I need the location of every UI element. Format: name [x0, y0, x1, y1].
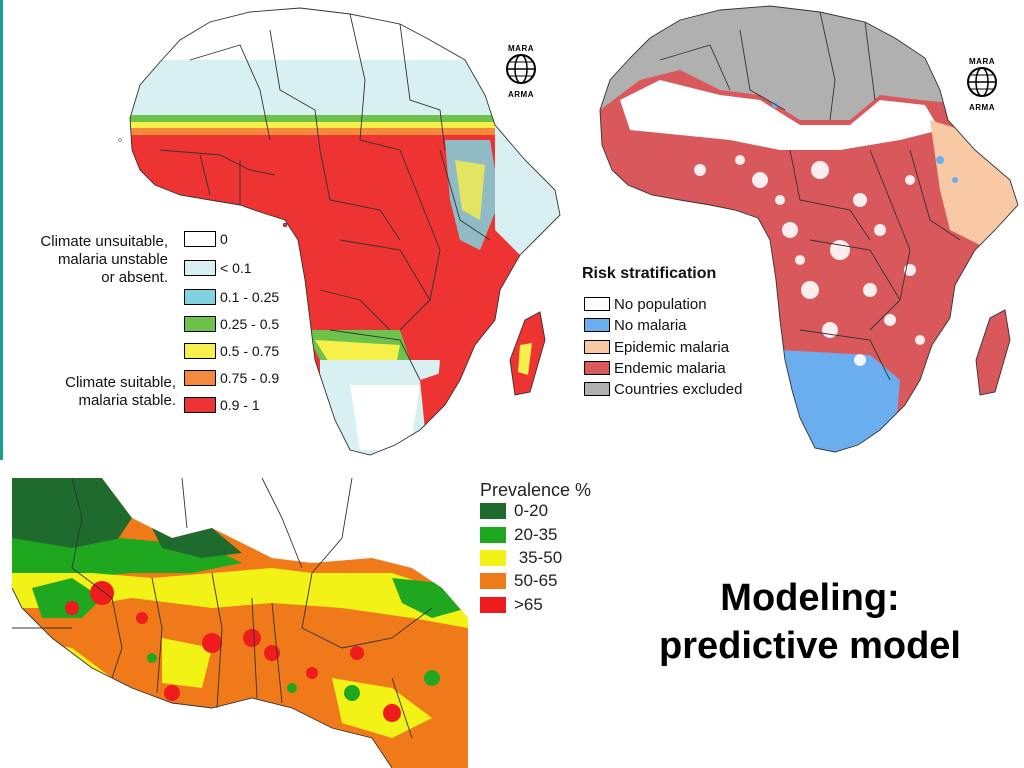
- legend-label: >65: [514, 595, 543, 614]
- legend-swatch: [184, 397, 216, 413]
- slide-accent-strip: [0, 0, 3, 460]
- legend-item: >65: [480, 594, 543, 616]
- legend-label: Endemic malaria: [614, 359, 726, 377]
- legend-swatch: [184, 289, 216, 305]
- legend-label: 35-50: [514, 548, 563, 567]
- legend-swatch: [480, 550, 506, 566]
- logo-bottom-text: ARMA: [969, 103, 995, 112]
- legend-swatch: [184, 370, 216, 386]
- legend-item: Epidemic malaria: [584, 337, 729, 357]
- legend-item: 0.25 - 0.5: [184, 314, 279, 334]
- logo-top-text: MARA: [969, 57, 995, 66]
- legend-item: 0.5 - 0.75: [184, 341, 279, 361]
- logo-bottom-text: ARMA: [508, 90, 534, 99]
- slide-title-line2: predictive model: [659, 625, 961, 667]
- legend-swatch: [480, 597, 506, 613]
- risk-stratification-map: [580, 0, 1024, 460]
- legend-swatch: [184, 231, 216, 247]
- legend-label: Epidemic malaria: [614, 338, 730, 356]
- legend-swatch: [184, 343, 216, 359]
- legend-label: 0-20: [514, 501, 549, 520]
- legend-item: < 0.1: [184, 258, 252, 278]
- legend-swatch: [184, 260, 216, 276]
- legend-item: No malaria: [584, 315, 687, 335]
- logo-top-text: MARA: [508, 44, 534, 53]
- legend-label: < 0.1: [220, 260, 252, 276]
- legend-item: No population: [584, 294, 707, 314]
- legend-label: 50-65: [514, 571, 558, 590]
- prevalence-legend-title: Prevalence %: [480, 480, 592, 500]
- legend-label: 20-35: [514, 525, 558, 544]
- globe-icon: [506, 54, 536, 84]
- legend-swatch: [584, 297, 610, 311]
- mara-logo: MARA ARMA: [501, 44, 541, 99]
- legend-label: 0: [220, 231, 228, 247]
- legend-label: Countries excluded: [614, 380, 743, 398]
- legend-item: 0.9 - 1: [184, 395, 260, 415]
- legend-swatch: [480, 503, 506, 519]
- legend-item: Countries excluded: [584, 379, 742, 399]
- legend-label: 0.5 - 0.75: [220, 343, 280, 359]
- legend-item: 0-20: [480, 500, 548, 522]
- legend-label: 0.1 - 0.25: [220, 289, 280, 305]
- legend-label: 0.75 - 0.9: [220, 370, 280, 386]
- legend-label: No population: [614, 295, 707, 313]
- legend-label: 0.25 - 0.5: [220, 316, 280, 332]
- legend-swatch: [480, 573, 506, 589]
- legend-swatch: [584, 340, 610, 354]
- legend-item: 0: [184, 229, 228, 249]
- risk-legend-title: Risk stratification: [582, 265, 717, 282]
- legend-item: 0.1 - 0.25: [184, 287, 279, 307]
- legend-item: 35-50: [480, 547, 562, 569]
- legend-swatch: [480, 527, 506, 543]
- legend-label: 0.9 - 1: [220, 397, 260, 413]
- legend-item: Endemic malaria: [584, 358, 726, 378]
- legend-item: 50-65: [480, 570, 557, 592]
- legend-desc-suitable: Climate suitable, malaria stable.: [65, 374, 176, 409]
- legend-swatch: [584, 382, 610, 396]
- legend-swatch: [584, 361, 610, 375]
- legend-swatch: [584, 318, 610, 332]
- prevalence-map: [12, 478, 468, 768]
- legend-desc-unsuitable: Climate unsuitable, malaria unstable or …: [40, 233, 168, 286]
- legend-swatch: [184, 316, 216, 332]
- legend-item: 0.75 - 0.9: [184, 368, 279, 388]
- legend-label: No malaria: [614, 316, 687, 334]
- slide-title-line1: Modeling:: [720, 577, 900, 619]
- mara-logo: MARA ARMA: [962, 57, 1002, 112]
- globe-icon: [967, 67, 997, 97]
- legend-item: 20-35: [480, 524, 557, 546]
- slide-title: Modeling: predictive model: [600, 574, 1020, 670]
